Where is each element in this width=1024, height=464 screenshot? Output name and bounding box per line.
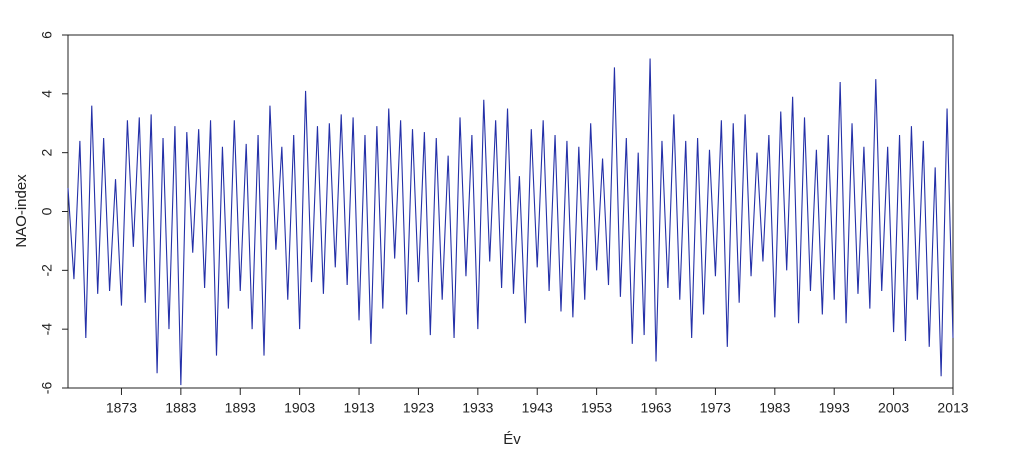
y-axis-label: NAO-index [13, 174, 30, 248]
y-tick-label: -2 [39, 264, 55, 277]
x-tick-label: 1913 [343, 400, 374, 416]
y-tick-label: 0 [39, 207, 55, 215]
x-tick-label: 1963 [640, 400, 671, 416]
x-tick-label: 1933 [462, 400, 493, 416]
x-tick-label: 2013 [937, 400, 968, 416]
x-tick-label: 1943 [522, 400, 553, 416]
x-tick-label: 1993 [819, 400, 850, 416]
y-tick-label: 2 [39, 149, 55, 157]
x-tick-label: 1873 [106, 400, 137, 416]
x-tick-label: 1983 [759, 400, 790, 416]
y-tick-label: -6 [39, 382, 55, 395]
x-tick-label: 1903 [284, 400, 315, 416]
x-tick-label: 1973 [700, 400, 731, 416]
y-tick-label: -4 [39, 323, 55, 336]
y-tick-label: 6 [39, 31, 55, 39]
x-tick-label: 1883 [165, 400, 196, 416]
y-tick-label: 4 [39, 90, 55, 98]
x-axis-label: Év [503, 431, 521, 448]
x-tick-label: 1923 [403, 400, 434, 416]
x-tick-label: 1893 [225, 400, 256, 416]
x-tick-label: 1953 [581, 400, 612, 416]
x-tick-label: 2003 [878, 400, 909, 416]
data-line [67, 58, 954, 386]
